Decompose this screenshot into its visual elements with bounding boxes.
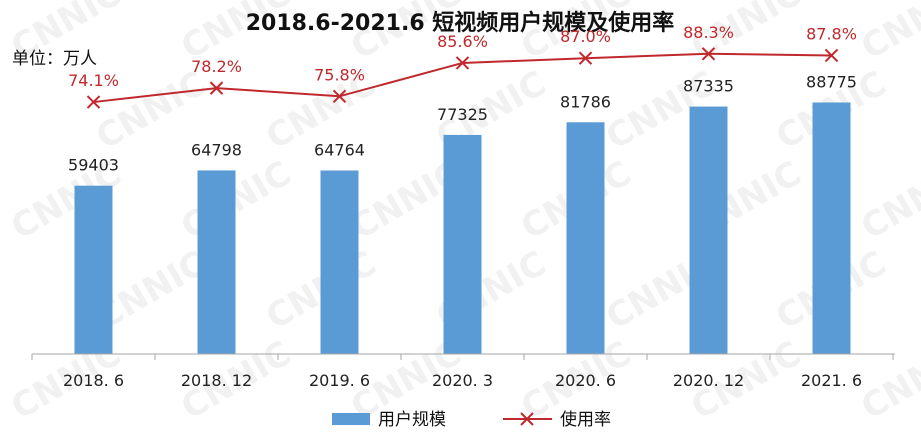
rate-value-label: 75.8% [314,65,365,84]
watermark-text: CNNIC [855,0,921,68]
rate-marker [578,51,593,65]
bar-value-label: 88775 [806,72,857,91]
rate-marker [209,81,224,95]
bar-value-label: 64764 [314,141,365,160]
bar-value-label: 64798 [191,140,242,159]
rate-value-label: 78.2% [191,57,242,76]
watermark-text: CNNIC [175,153,298,247]
legend-label-line: 使用率 [560,409,611,430]
unit-label: 单位：万人 [12,49,97,69]
rate-value-label: 74.1% [68,71,119,90]
x-tick-label: 2020. 3 [432,371,493,390]
bar [689,106,728,354]
bar [443,134,482,354]
rate-value-labels: 74.1% 78.2% 75.8% 85.6% 87.0% 88.3% 87.8% [68,23,857,90]
rate-marker [824,48,839,63]
x-tick-label: 2021. 6 [801,371,862,390]
rate-marker [86,95,101,109]
bar-value-label: 59403 [68,156,119,175]
watermark-text: CNNIC [855,333,921,427]
bar [320,170,359,354]
x-tick-label: 2020. 12 [673,371,744,390]
bar-value-label: 87335 [683,77,734,96]
legend-label-bar: 用户规模 [378,410,446,430]
rate-marker [332,89,347,103]
chart-title: 2018.6-2021.6 短视频用户规模及使用率 [246,10,675,36]
legend-swatch-bar [332,413,370,425]
bar-series [74,102,851,355]
x-tick-label: 2018. 12 [181,371,252,390]
rate-value-label: 88.3% [683,23,734,42]
bar [566,122,605,354]
bar [812,102,851,355]
rate-value-label: 85.6% [437,32,488,51]
rate-value-label: 87.8% [806,24,857,43]
legend: 用户规模 使用率 [332,409,611,430]
bar-value-label: 77325 [437,105,488,124]
x-tick-label: 2019. 6 [309,371,370,390]
rate-marker [701,47,716,61]
bar-value-labels: 59403 64798 64764 77325 81786 87335 88775 [68,72,857,174]
rate-series [86,47,839,109]
bar [197,170,236,354]
legend-swatch-marker [520,412,534,426]
x-axis-labels: 2018. 6 2018. 12 2019. 6 2020. 3 2020. 6 2020… [63,371,862,390]
bar-value-label: 81786 [560,92,611,111]
x-tick-label: 2020. 6 [555,371,616,390]
bar [74,185,113,354]
rate-marker [455,56,470,70]
rate-value-label: 87.0% [560,27,611,46]
x-tick-label: 2018. 6 [63,371,124,390]
watermark-text: CNNIC [855,153,921,247]
x-axis-ticks [31,354,894,360]
